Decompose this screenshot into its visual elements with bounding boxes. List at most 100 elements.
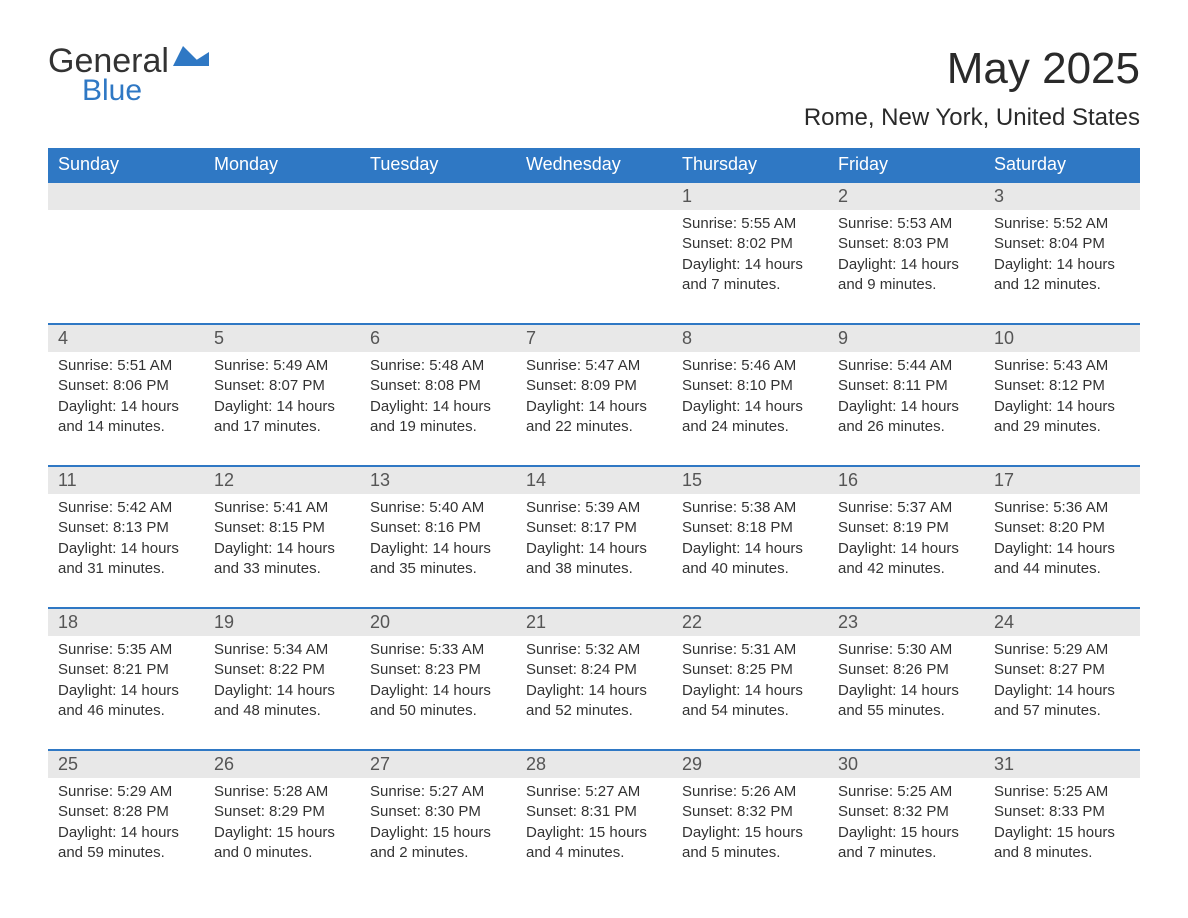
day-cell: 3Sunrise: 5:52 AMSunset: 8:04 PMDaylight… [984, 183, 1140, 305]
day-cell [204, 183, 360, 305]
day-cell: 17Sunrise: 5:36 AMSunset: 8:20 PMDayligh… [984, 467, 1140, 589]
sunrise-line: Sunrise: 5:49 AM [214, 356, 350, 376]
day-number: 11 [48, 467, 204, 494]
logo: General Blue [48, 44, 211, 108]
sunset-line: Sunset: 8:09 PM [526, 376, 662, 396]
empty-day [516, 183, 672, 210]
daylight-line: Daylight: 14 hours and 48 minutes. [214, 681, 350, 722]
day-cell: 31Sunrise: 5:25 AMSunset: 8:33 PMDayligh… [984, 751, 1140, 873]
daylight-line: Daylight: 14 hours and 24 minutes. [682, 397, 818, 438]
sunset-line: Sunset: 8:18 PM [682, 518, 818, 538]
day-cell [516, 183, 672, 305]
sunrise-line: Sunrise: 5:52 AM [994, 214, 1130, 234]
day-cell: 26 Sunrise: 5:28 AMSunset: 8:29 PMDayligh… [204, 751, 360, 873]
daylight-line: Daylight: 14 hours and 9 minutes. [838, 255, 974, 296]
sunset-line: Sunset: 8:29 PM [214, 802, 350, 822]
week-row: 4Sunrise: 5:51 AMSunset: 8:06 PMDaylight… [48, 323, 1140, 447]
day-number: 12 [204, 467, 360, 494]
page-subtitle: Rome, New York, United States [804, 104, 1140, 132]
sunrise-line: Sunrise: 5:55 AM [682, 214, 818, 234]
day-number: 18 [48, 609, 204, 636]
day-cell: 12Sunrise: 5:41 AMSunset: 8:15 PMDayligh… [204, 467, 360, 589]
day-number: 1 [672, 183, 828, 210]
daylight-line: Daylight: 14 hours and 59 minutes. [58, 823, 194, 864]
day-number: 2 [828, 183, 984, 210]
sunset-line: Sunset: 8:22 PM [214, 660, 350, 680]
day-number: 5 [204, 325, 360, 352]
page-title: May 2025 [804, 44, 1140, 94]
daylight-line: Daylight: 14 hours and 33 minutes. [214, 539, 350, 580]
sunrise-line: Sunrise: 5:28 AM [214, 782, 350, 802]
sunrise-line: Sunrise: 5:34 AM [214, 640, 350, 660]
header-right: May 2025 Rome, New York, United States [804, 44, 1140, 132]
sunrise-line: Sunrise: 5:39 AM [526, 498, 662, 518]
sunrise-line: Sunrise: 5:41 AM [214, 498, 350, 518]
day-cell: 6Sunrise: 5:48 AMSunset: 8:08 PMDaylight… [360, 325, 516, 447]
sunrise-line: Sunrise: 5:44 AM [838, 356, 974, 376]
day-number: 29 [672, 751, 828, 778]
sunrise-line: Sunrise: 5:48 AM [370, 356, 506, 376]
day-number: 19 [204, 609, 360, 636]
day-cell: 15Sunrise: 5:38 AMSunset: 8:18 PMDayligh… [672, 467, 828, 589]
day-number: 3 [984, 183, 1140, 210]
sunset-line: Sunset: 8:30 PM [370, 802, 506, 822]
day-number: 21 [516, 609, 672, 636]
sunrise-line: Sunrise: 5:37 AM [838, 498, 974, 518]
sunset-line: Sunset: 8:07 PM [214, 376, 350, 396]
sunrise-line: Sunrise: 5:30 AM [838, 640, 974, 660]
day-number: 31 [984, 751, 1140, 778]
day-cell: 20Sunrise: 5:33 AMSunset: 8:23 PMDayligh… [360, 609, 516, 731]
sunset-line: Sunset: 8:25 PM [682, 660, 818, 680]
daylight-line: Daylight: 15 hours and 0 minutes. [214, 823, 350, 864]
day-cell: 16Sunrise: 5:37 AMSunset: 8:19 PMDayligh… [828, 467, 984, 589]
weekday-cell: Saturday [984, 148, 1140, 183]
daylight-line: Daylight: 14 hours and 7 minutes. [682, 255, 818, 296]
sunrise-line: Sunrise: 5:27 AM [526, 782, 662, 802]
sunrise-line: Sunrise: 5:25 AM [838, 782, 974, 802]
day-cell: 2 Sunrise: 5:53 AMSunset: 8:03 PMDaylight… [828, 183, 984, 305]
sunset-line: Sunset: 8:32 PM [838, 802, 974, 822]
daylight-line: Daylight: 15 hours and 5 minutes. [682, 823, 818, 864]
day-cell: 30Sunrise: 5:25 AMSunset: 8:32 PMDayligh… [828, 751, 984, 873]
sunrise-line: Sunrise: 5:43 AM [994, 356, 1130, 376]
sunset-line: Sunset: 8:23 PM [370, 660, 506, 680]
daylight-line: Daylight: 14 hours and 19 minutes. [370, 397, 506, 438]
empty-day [48, 183, 204, 210]
sunset-line: Sunset: 8:26 PM [838, 660, 974, 680]
day-cell: 18Sunrise: 5:35 AMSunset: 8:21 PMDayligh… [48, 609, 204, 731]
day-number: 9 [828, 325, 984, 352]
week-row: 11Sunrise: 5:42 AMSunset: 8:13 PMDayligh… [48, 465, 1140, 589]
sunset-line: Sunset: 8:12 PM [994, 376, 1130, 396]
daylight-line: Daylight: 14 hours and 35 minutes. [370, 539, 506, 580]
weekday-cell: Tuesday [360, 148, 516, 183]
day-cell: 21Sunrise: 5:32 AMSunset: 8:24 PMDayligh… [516, 609, 672, 731]
sunset-line: Sunset: 8:31 PM [526, 802, 662, 822]
sunrise-line: Sunrise: 5:46 AM [682, 356, 818, 376]
daylight-line: Daylight: 14 hours and 44 minutes. [994, 539, 1130, 580]
daylight-line: Daylight: 14 hours and 46 minutes. [58, 681, 194, 722]
daylight-line: Daylight: 14 hours and 17 minutes. [214, 397, 350, 438]
weekday-cell: Wednesday [516, 148, 672, 183]
daylight-line: Daylight: 14 hours and 12 minutes. [994, 255, 1130, 296]
sunset-line: Sunset: 8:03 PM [838, 234, 974, 254]
sunset-line: Sunset: 8:21 PM [58, 660, 194, 680]
sunrise-line: Sunrise: 5:53 AM [838, 214, 974, 234]
daylight-line: Daylight: 14 hours and 55 minutes. [838, 681, 974, 722]
daylight-line: Daylight: 15 hours and 7 minutes. [838, 823, 974, 864]
sunset-line: Sunset: 8:08 PM [370, 376, 506, 396]
sunrise-line: Sunrise: 5:47 AM [526, 356, 662, 376]
day-cell: 5 Sunrise: 5:49 AMSunset: 8:07 PMDaylight… [204, 325, 360, 447]
sunrise-line: Sunrise: 5:27 AM [370, 782, 506, 802]
day-number: 14 [516, 467, 672, 494]
day-cell: 10Sunrise: 5:43 AMSunset: 8:12 PMDayligh… [984, 325, 1140, 447]
day-number: 20 [360, 609, 516, 636]
day-number: 27 [360, 751, 516, 778]
sunset-line: Sunset: 8:32 PM [682, 802, 818, 822]
day-number: 28 [516, 751, 672, 778]
day-number: 22 [672, 609, 828, 636]
day-number: 26 [204, 751, 360, 778]
sunrise-line: Sunrise: 5:31 AM [682, 640, 818, 660]
daylight-line: Daylight: 14 hours and 54 minutes. [682, 681, 818, 722]
day-cell: 8Sunrise: 5:46 AMSunset: 8:10 PMDaylight… [672, 325, 828, 447]
day-cell: 9Sunrise: 5:44 AMSunset: 8:11 PMDaylight… [828, 325, 984, 447]
